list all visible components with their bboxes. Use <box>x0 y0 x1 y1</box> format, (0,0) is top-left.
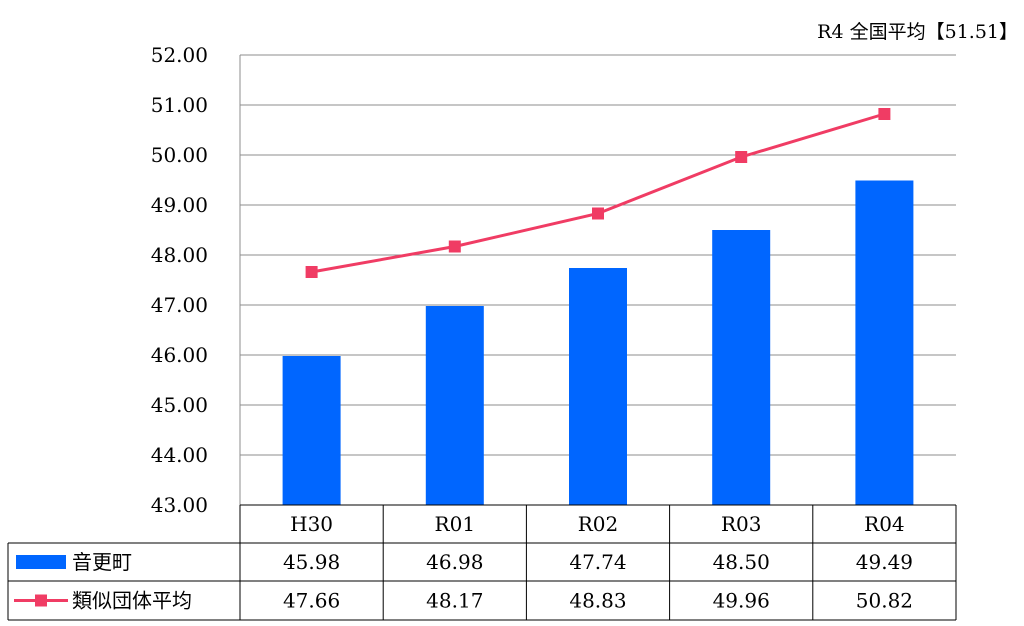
line-marker-r02 <box>592 207 604 220</box>
table-value: 47.66 <box>283 589 340 613</box>
y-tick-label: 45.00 <box>151 393 208 417</box>
line-marker-h30 <box>305 266 318 278</box>
table-value: 50.82 <box>856 589 913 613</box>
category-label: R04 <box>864 512 905 536</box>
bar-r03 <box>712 230 771 505</box>
category-label: R02 <box>578 512 619 536</box>
national-average-note: R4 全国平均【51.51】 <box>817 21 1018 43</box>
bar-r02 <box>569 268 627 505</box>
data-table: H30 R01 R02 R03 R04 音更町 45.98 46.98 47.74 48.50 49… <box>7 504 957 621</box>
y-tick-label: 49.00 <box>151 193 208 217</box>
line-marker-r04 <box>878 108 891 120</box>
y-tick-label: 47.00 <box>151 293 208 317</box>
legend-label: 音更町 <box>72 550 132 574</box>
y-tick-label: 48.00 <box>151 243 208 267</box>
line-marker-r01 <box>448 240 461 253</box>
table-value: 48.83 <box>569 589 626 613</box>
table-value: 48.50 <box>713 550 770 574</box>
y-tick-label: 52.00 <box>151 43 208 67</box>
category-label: H30 <box>290 512 333 536</box>
bar-r01 <box>425 306 484 505</box>
table-value: 49.49 <box>856 550 913 574</box>
line-marker-r03 <box>735 151 748 163</box>
y-tick-label: 43.00 <box>151 493 208 517</box>
legend-key-bar <box>16 555 66 569</box>
y-tick-label: 46.00 <box>151 343 208 367</box>
y-tick-label: 44.00 <box>151 443 208 467</box>
line-path <box>311 112 885 274</box>
legend-key-marker <box>35 594 47 607</box>
table-value: 46.98 <box>426 550 483 574</box>
table-value: 45.98 <box>283 550 340 574</box>
table-value: 48.17 <box>426 589 483 613</box>
category-label: R01 <box>435 512 476 536</box>
y-tick-label: 50.00 <box>151 143 208 167</box>
category-label: R03 <box>721 512 762 536</box>
y-axis: 52.00 51.00 50.00 49.00 48.00 47.00 46.00 45.00… <box>151 43 241 517</box>
table-value: 47.74 <box>569 550 626 574</box>
table-value: 49.96 <box>713 589 770 613</box>
bar-r04 <box>855 180 914 505</box>
line-series <box>305 108 891 278</box>
bar-h30 <box>282 356 341 505</box>
y-tick-label: 51.00 <box>151 93 208 117</box>
bar-series <box>282 180 914 505</box>
legend-label: 類似団体平均 <box>72 589 192 613</box>
